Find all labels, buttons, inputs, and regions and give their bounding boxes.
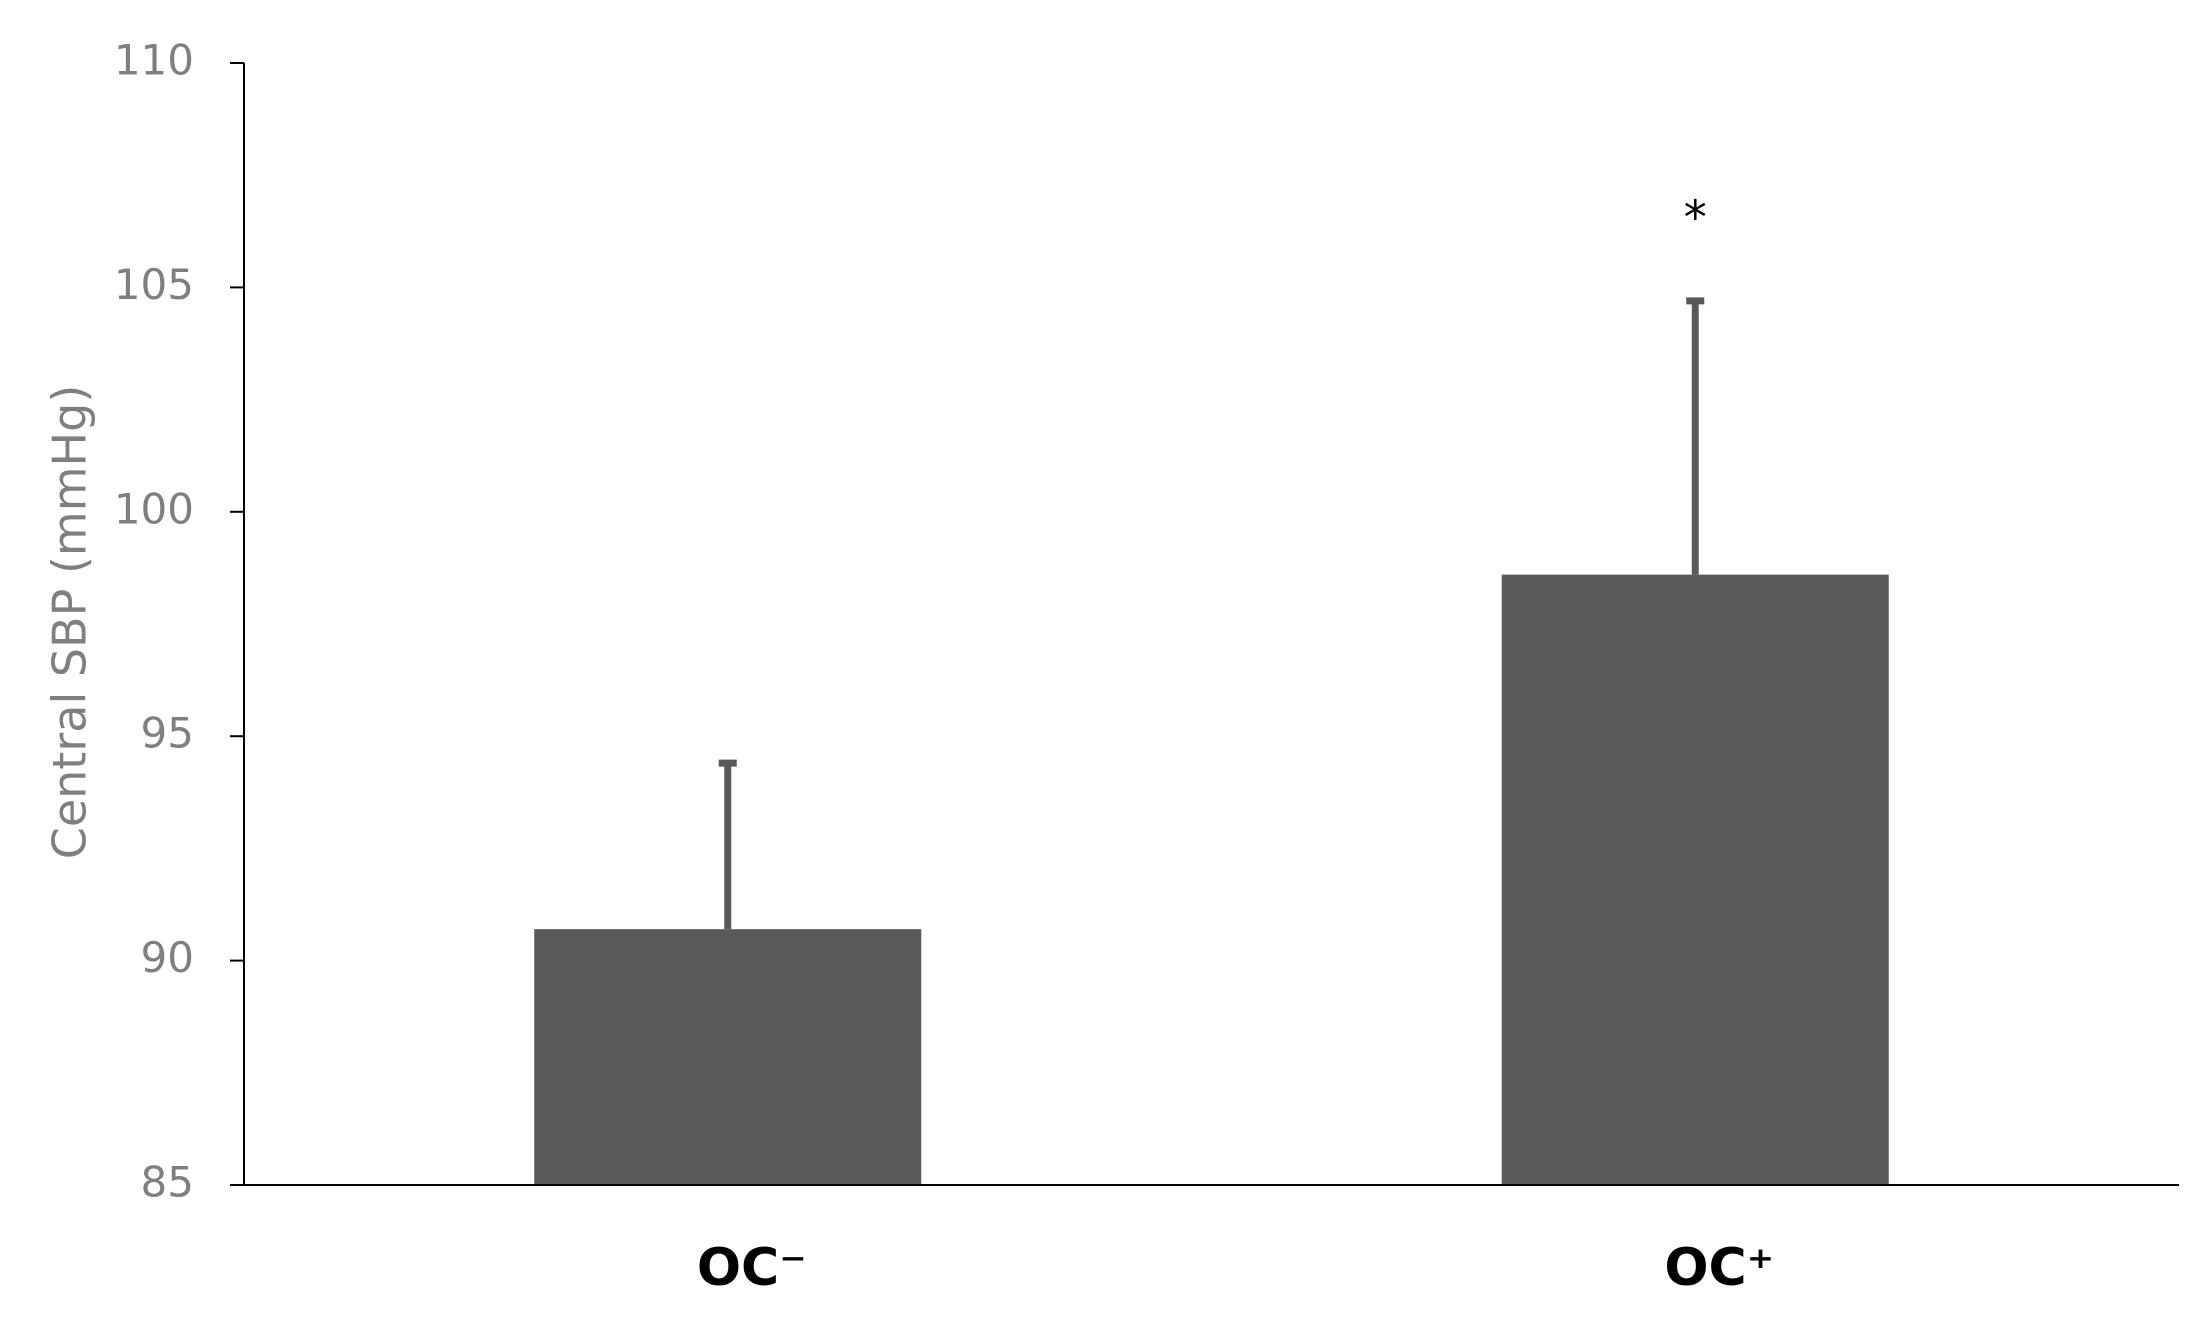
y-tick-label: 90: [141, 933, 194, 982]
x-tick-label: OC⁺: [1664, 1238, 1774, 1298]
x-tick-label: OC⁻: [697, 1238, 807, 1298]
y-tick-label: 105: [114, 260, 194, 309]
y-tick-label: 85: [141, 1158, 194, 1207]
y-tick-label: 95: [141, 709, 194, 758]
annotation: *: [1684, 190, 1707, 244]
bar: [534, 929, 922, 1185]
bar: [1501, 574, 1889, 1185]
y-tick-label: 100: [114, 484, 194, 533]
y-tick-label: 110: [114, 36, 194, 85]
y-axis-label: Central SBP (mmHg): [43, 385, 97, 860]
